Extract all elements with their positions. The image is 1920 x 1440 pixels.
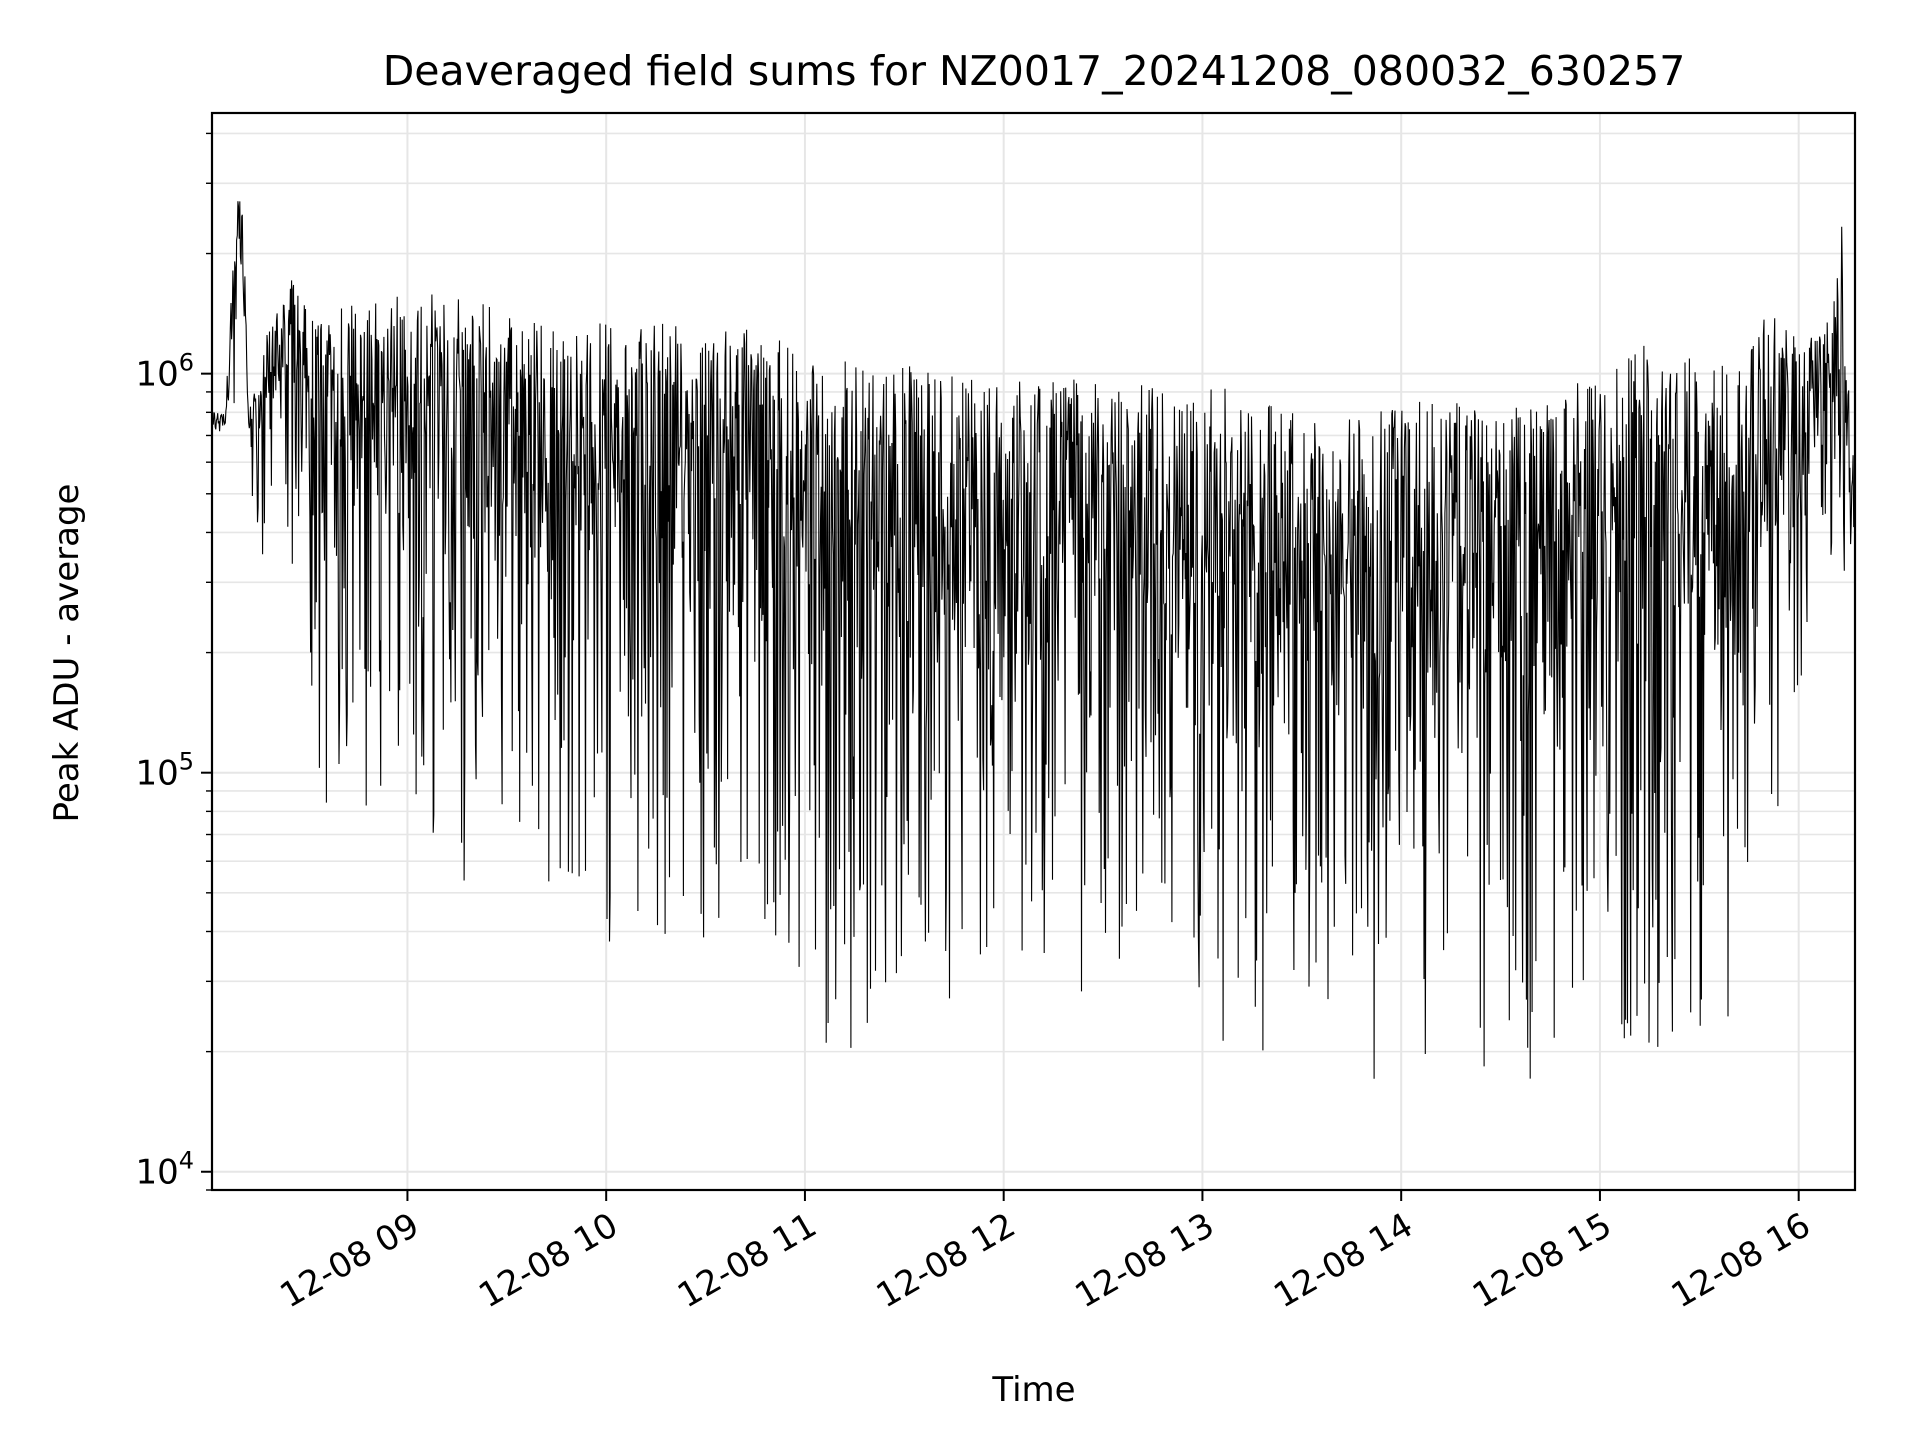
chart-title: Deaveraged field sums for NZ0017_2024120… <box>383 47 1686 95</box>
series-layer <box>211 201 1856 1079</box>
y-tick-label: 104 <box>135 1147 194 1193</box>
y-tick-label: 106 <box>135 349 194 395</box>
y-axis-label: Peak ADU - average <box>47 484 87 823</box>
series-line <box>211 201 1856 1079</box>
y-tick-label: 105 <box>135 748 194 794</box>
x-axis-label: Time <box>991 1370 1075 1410</box>
plot-frame <box>210 111 1857 1192</box>
y-axis: 104 105 106 <box>135 132 212 1193</box>
